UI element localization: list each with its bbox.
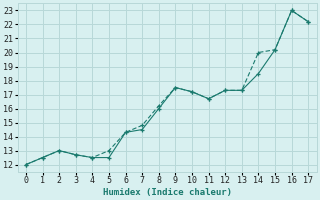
X-axis label: Humidex (Indice chaleur): Humidex (Indice chaleur) bbox=[103, 188, 232, 197]
